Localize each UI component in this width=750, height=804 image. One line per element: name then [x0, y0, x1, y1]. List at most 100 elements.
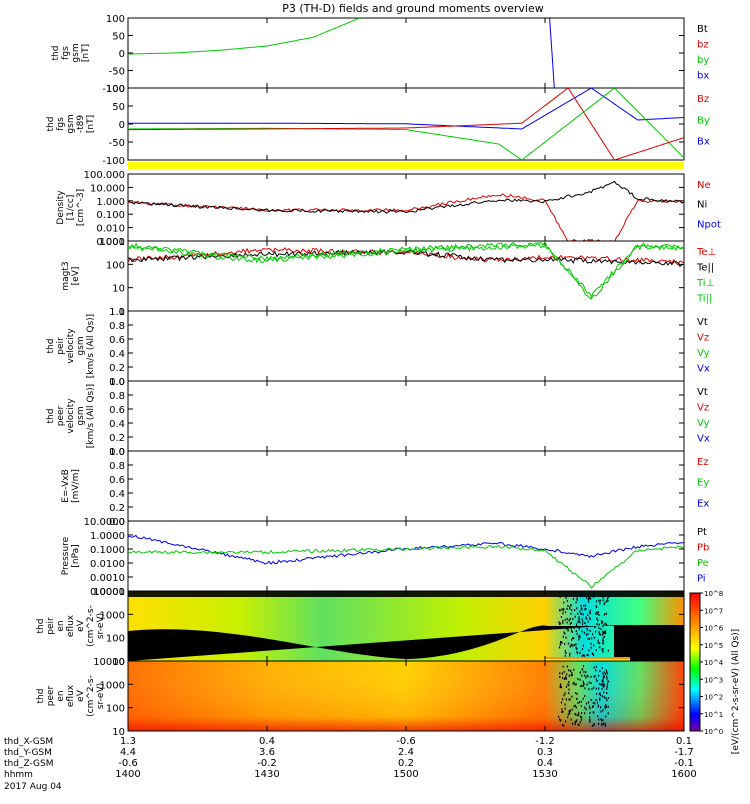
series-Pe	[128, 544, 684, 589]
ephem-value: -0.2	[257, 758, 277, 769]
spectrogram-speckle	[590, 642, 592, 645]
spectrogram-speckle	[565, 720, 567, 723]
spectrogram-speckle	[592, 654, 595, 656]
ephem-value: 1500	[393, 769, 418, 780]
spectrogram-speckle	[598, 674, 600, 677]
spectrogram-speckle	[565, 596, 567, 599]
ephem-value: 1600	[671, 769, 696, 780]
ylabel-line: thd	[46, 117, 56, 132]
spectrogram-speckle	[594, 702, 596, 705]
spectrogram-speckle	[602, 637, 604, 640]
spectrogram-speckle	[596, 611, 598, 614]
spectrogram-speckle	[602, 596, 604, 599]
spectrogram-speckle	[585, 708, 587, 711]
spectrogram-speckle	[562, 710, 564, 713]
spectrogram-speckle	[586, 629, 589, 632]
spectrogram-marker-bar-2	[545, 659, 630, 661]
ylabel-line: thd	[36, 689, 46, 704]
spectrogram-speckle	[606, 600, 608, 603]
spectrogram-speckle	[591, 687, 593, 690]
spectrogram-speckle	[584, 674, 586, 677]
panel-peer-eflux: 10000 1000 100 10 thd peer en eflux eV (cm^2-s-sr…	[36, 657, 685, 738]
spectrogram-speckle	[584, 622, 586, 625]
series-Ti⊥	[128, 241, 684, 299]
panel-frame	[127, 450, 685, 522]
spectrogram-speckle	[582, 654, 585, 657]
ylabel-line: eV	[76, 689, 86, 702]
spectrogram-speckle	[604, 707, 606, 710]
ytick-label: 1000	[100, 680, 125, 691]
spectrogram-speckle	[567, 683, 569, 686]
spectrogram-speckle	[580, 718, 583, 721]
ytick-label: -100	[102, 156, 125, 167]
spectrogram-speckle	[599, 670, 601, 673]
spectrogram-speckle	[589, 611, 591, 614]
spectrogram-speckle	[574, 609, 576, 612]
spectrogram-speckle	[600, 706, 602, 709]
series-group	[128, 180, 684, 241]
spectrogram-speckle	[569, 712, 571, 715]
legend-bz: bz	[697, 40, 709, 51]
spectrogram-speckle	[572, 618, 574, 621]
spectrogram-speckle	[562, 612, 564, 615]
spectrogram-speckle	[559, 623, 561, 625]
spectrogram-speckle	[563, 607, 565, 610]
spectrogram-speckle	[569, 617, 571, 620]
legend-Ez: Ez	[697, 457, 709, 468]
spectrogram-speckle	[573, 668, 575, 671]
ytick-label: 0.6	[109, 475, 125, 486]
spectrogram-speckle	[595, 630, 597, 633]
spectrogram-speckle	[564, 707, 566, 710]
legend-Vz: Vz	[697, 333, 709, 344]
spectrogram-speckle	[564, 618, 566, 621]
spectrogram-speckle	[560, 616, 562, 618]
series-group	[128, 241, 684, 300]
spectrogram-speckle	[585, 633, 587, 636]
spectrogram-speckle	[591, 652, 593, 655]
spectrogram-speckle	[560, 701, 563, 704]
legend-Bz: Bz	[697, 94, 709, 105]
spectrogram-speckle	[601, 648, 603, 651]
spectrogram-speckle	[580, 705, 582, 707]
spectrogram-speckle	[603, 632, 605, 635]
spectrogram-speckle	[571, 638, 573, 641]
spectrogram-speckle	[599, 646, 601, 649]
spectrogram-speckle	[563, 724, 565, 727]
ytick-label: 10000	[93, 657, 125, 668]
spectrogram-speckle	[560, 683, 562, 686]
spectrogram-speckle	[585, 702, 588, 705]
ytick-label: 100.000	[84, 170, 125, 181]
spectrogram-speckle	[607, 697, 610, 700]
spectrogram-speckle	[597, 704, 599, 707]
spectrogram-speckle	[570, 674, 572, 677]
spectrogram-speckle	[588, 688, 590, 691]
spectrogram-speckle	[575, 601, 577, 604]
spectrogram-speckle	[581, 668, 583, 671]
spectrogram-speckle	[587, 675, 589, 678]
spectrogram-speckle	[572, 682, 574, 685]
spectrogram-speckle	[600, 683, 602, 686]
spectrogram-speckle	[594, 675, 596, 678]
spectrogram-speckle	[600, 620, 603, 622]
spectrogram-speckle	[602, 722, 605, 725]
legend-Ti||: Ti||	[696, 294, 712, 305]
spectrogram-speckle	[559, 718, 561, 721]
spectrogram-speckle	[585, 676, 587, 679]
spectrogram-speckle	[588, 616, 591, 619]
spectrogram-speckle	[569, 606, 571, 609]
ytick-label: 50	[112, 32, 125, 43]
spectrogram-speckle	[574, 712, 576, 715]
ylabel-line: thd	[46, 339, 56, 354]
legend-Pb: Pb	[697, 543, 709, 554]
spectrogram-speckle	[591, 724, 594, 727]
spectrogram-speckle	[579, 634, 581, 637]
spectrogram-speckle	[571, 695, 573, 698]
ytick-label: 0	[119, 120, 125, 131]
panel-frame	[127, 520, 685, 592]
ephem-value: 1530	[532, 769, 557, 780]
panel-peir-velocity: 1.0 0.8 0.6 0.4 0.2 0.0 thd peir velocity gsm [km/…	[46, 307, 710, 388]
ylabel-line: (cm^2-s-	[86, 675, 96, 717]
spectrogram-speckle	[600, 718, 602, 721]
spectrogram-speckle	[589, 716, 591, 719]
